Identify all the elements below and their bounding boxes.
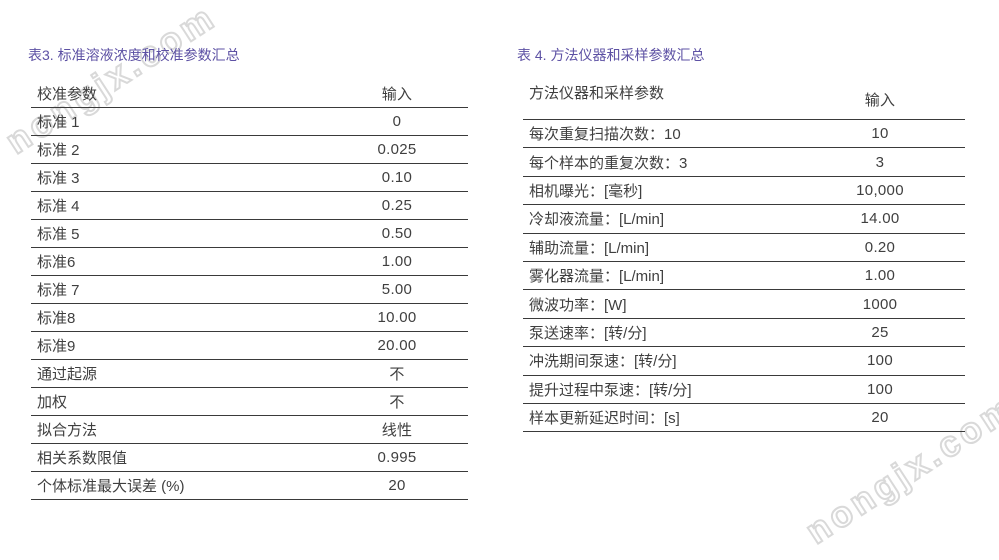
row-label: 标准8 — [37, 310, 76, 327]
table-row: 每次重复扫描次数：10 10 — [523, 120, 965, 149]
row-label: 标准 2 — [37, 142, 80, 159]
table4-title: 表 4. 方法仪器和采样参数汇总 — [517, 47, 705, 63]
table-row: 冷却液流量：[L/min] 14.00 — [523, 205, 965, 234]
column-header-input: 输入 — [864, 92, 896, 109]
column-header-input: 输入 — [381, 86, 413, 103]
table-row: 通过起源 不 — [31, 360, 468, 388]
table-row: 雾化器流量：[L/min] 1.00 — [523, 262, 965, 291]
table-row: 标准 3 0.10 — [31, 164, 468, 192]
row-label: 每次重复扫描次数：10 — [529, 126, 681, 144]
row-value: 100 — [867, 380, 893, 398]
table-row: 加权 不 — [31, 388, 468, 416]
method-instrument-panel: 表 4. 方法仪器和采样参数汇总 方法仪器和采样参数 输入 每次重复扫描次数：1… — [517, 48, 965, 433]
table-row: 相机曝光：[毫秒] 10,000 — [523, 177, 965, 206]
calibration-table: 校准参数 输入 标准 1 0 标准 2 0.025 标准 3 0.10 标准 4… — [31, 80, 468, 500]
table-row: 辅助流量：[L/min] 0.20 — [523, 234, 965, 262]
row-label: 标准 5 — [37, 226, 80, 243]
row-value: 0.25 — [381, 197, 413, 214]
row-value: 0.025 — [377, 141, 417, 158]
row-value: 14.00 — [860, 210, 900, 228]
row-label: 雾化器流量：[L/min] — [529, 268, 665, 286]
row-value: 1.00 — [381, 253, 413, 270]
row-value: 不 — [389, 366, 405, 383]
row-label: 相机曝光：[毫秒] — [529, 182, 643, 200]
table3-title: 表3. 标准溶液浓度和校准参数汇总 — [28, 47, 240, 63]
table-row: 标准8 10.00 — [31, 304, 468, 332]
table-header-row: 校准参数 输入 — [31, 80, 468, 108]
table-row: 拟合方法 线性 — [31, 416, 468, 444]
row-label: 标准 3 — [37, 170, 80, 187]
table-row: 标准 5 0.50 — [31, 220, 468, 248]
row-label: 冲洗期间泵速：[转/分] — [529, 353, 677, 371]
table-row: 提升过程中泵速：[转/分] 100 — [523, 376, 965, 404]
row-value: 5.00 — [381, 281, 413, 298]
row-label: 标准 1 — [37, 114, 80, 131]
row-value: 0.10 — [381, 169, 413, 186]
table-row: 标准9 20.00 — [31, 332, 468, 360]
table-row: 标准 7 5.00 — [31, 276, 468, 304]
table-header-row: 方法仪器和采样参数 输入 — [523, 80, 965, 120]
row-label: 提升过程中泵速：[转/分] — [529, 381, 692, 399]
row-label: 样本更新延迟时间：[s] — [529, 410, 680, 428]
table-row: 标准 1 0 — [31, 108, 468, 136]
table-row: 微波功率：[W] 1000 — [523, 290, 965, 319]
row-label: 辅助流量：[L/min] — [529, 239, 650, 257]
row-label: 冷却液流量：[L/min] — [529, 211, 665, 229]
row-value: 1000 — [862, 295, 898, 313]
row-value: 0 — [392, 113, 402, 130]
row-label: 标准 4 — [37, 198, 80, 215]
row-label: 拟合方法 — [37, 422, 98, 439]
row-label: 标准9 — [37, 338, 76, 355]
row-value: 3 — [875, 153, 885, 171]
row-value: 100 — [867, 352, 893, 370]
table-row: 标准 2 0.025 — [31, 136, 468, 164]
table-row: 标准6 1.00 — [31, 248, 468, 276]
row-value: 10,000 — [856, 181, 904, 199]
row-value: 20 — [871, 409, 889, 427]
table-row: 个体标准最大误差 (%) 20 — [31, 472, 468, 500]
row-label: 通过起源 — [37, 366, 98, 383]
table-row: 每个样本的重复次数：3 3 — [523, 148, 965, 177]
row-label: 标准 7 — [37, 282, 80, 299]
row-label: 加权 — [37, 394, 68, 411]
row-label: 泵送速率：[转/分] — [529, 324, 647, 342]
row-value: 0.995 — [377, 449, 417, 466]
row-value: 10.00 — [377, 309, 417, 326]
row-value: 25 — [871, 323, 889, 341]
calibration-parameters-panel: 表3. 标准溶液浓度和校准参数汇总 校准参数 输入 标准 1 0 标准 2 0.… — [28, 47, 468, 500]
row-label: 标准6 — [37, 254, 76, 271]
row-value: 线性 — [381, 422, 413, 439]
row-value: 10 — [871, 125, 889, 143]
row-value: 不 — [389, 394, 405, 411]
method-instrument-table: 方法仪器和采样参数 输入 每次重复扫描次数：10 10 每个样本的重复次数：3 … — [523, 80, 965, 433]
table-row: 泵送速率：[转/分] 25 — [523, 319, 965, 348]
table-row: 标准 4 0.25 — [31, 192, 468, 220]
row-label: 相关系数限值 — [37, 450, 128, 467]
row-value: 0.50 — [381, 225, 413, 242]
row-label: 每个样本的重复次数：3 — [529, 154, 688, 172]
column-header-parameter: 校准参数 — [37, 86, 98, 103]
column-header-parameter: 方法仪器和采样参数 — [529, 85, 665, 102]
table-row: 样本更新延迟时间：[s] 20 — [523, 404, 965, 433]
table-row: 相关系数限值 0.995 — [31, 444, 468, 472]
row-value: 1.00 — [864, 267, 896, 285]
row-label: 个体标准最大误差 (%) — [37, 478, 185, 495]
row-value: 20 — [388, 477, 406, 494]
row-value: 20.00 — [377, 337, 417, 354]
table-row: 冲洗期间泵速：[转/分] 100 — [523, 347, 965, 376]
row-label: 微波功率：[W] — [529, 296, 627, 314]
row-value: 0.20 — [864, 238, 896, 256]
